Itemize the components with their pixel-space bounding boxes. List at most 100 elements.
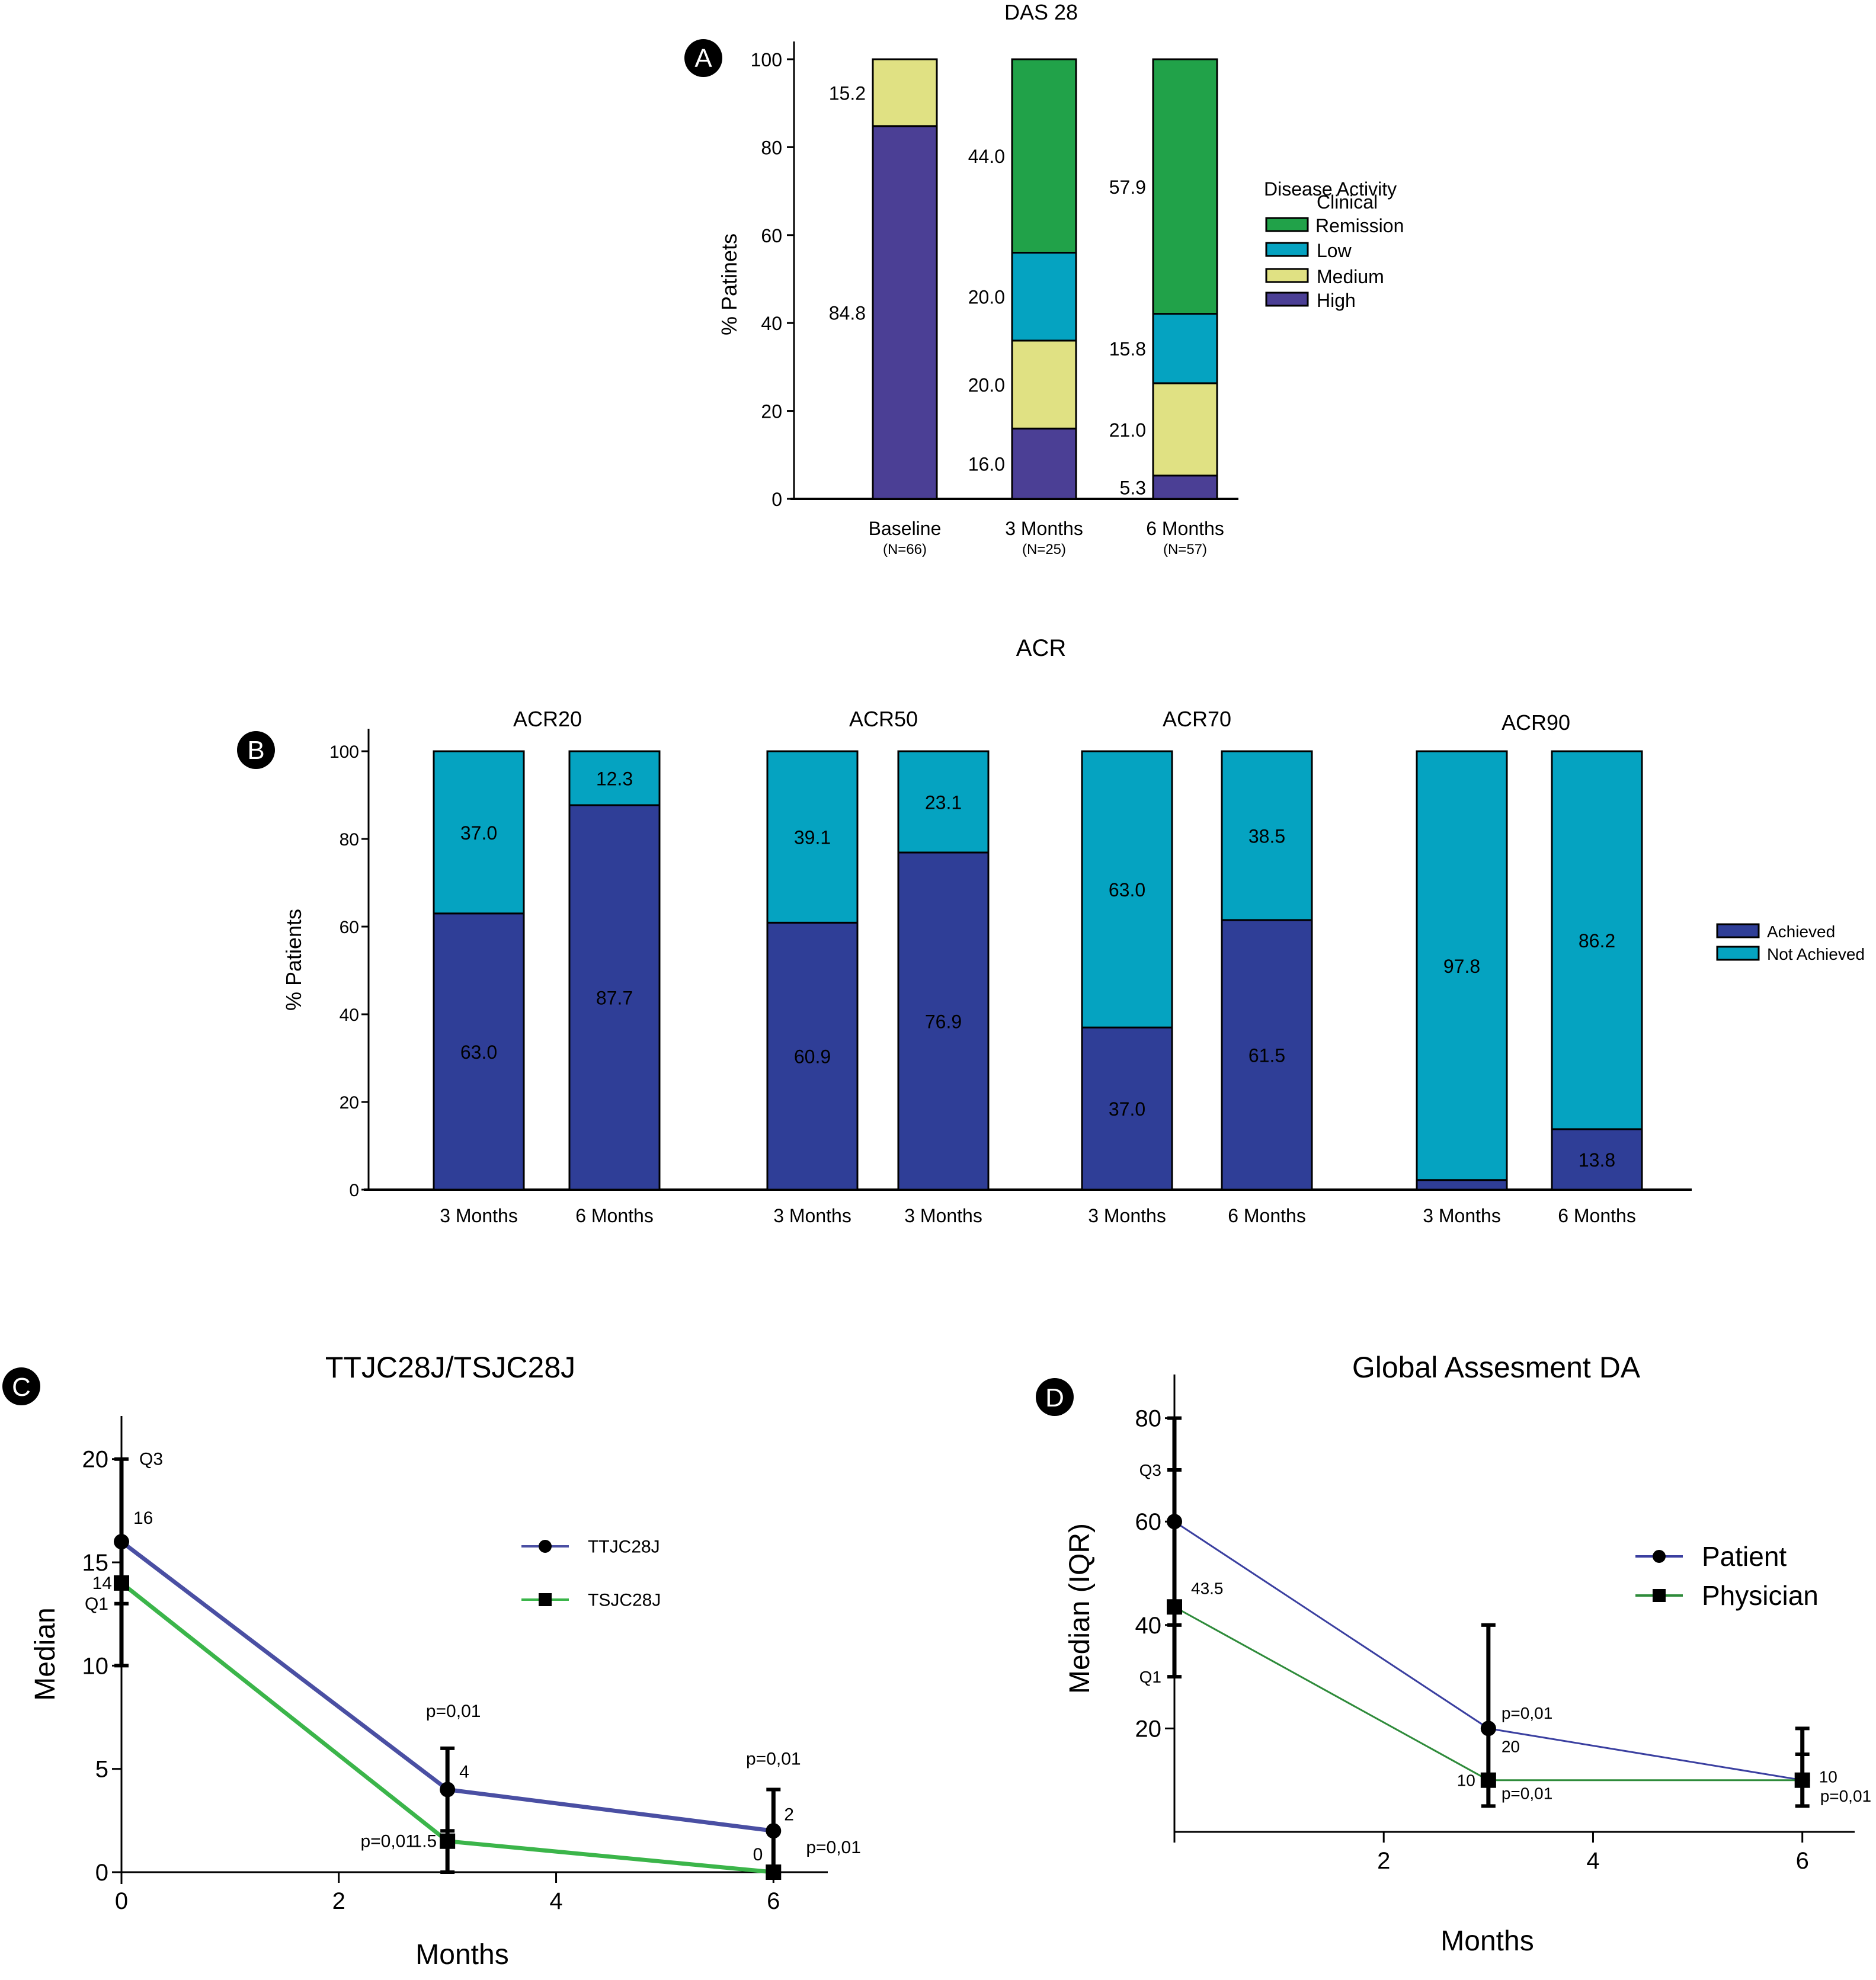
x-tick-label: Baseline <box>869 518 942 539</box>
bar-segment-high <box>1152 475 1218 500</box>
y-tick-label: 40 <box>340 1005 359 1025</box>
data-label: 20 <box>1502 1737 1520 1755</box>
plot-area: 0 5 10 15 20 0 2 4 6 16 4 2 14 1.5 0 Q3 Q1 p=0,01 p=0,01 p=… <box>82 1416 861 1914</box>
data-label: 63.0 <box>1109 879 1145 901</box>
panel-badge-letter: B <box>247 736 264 765</box>
legend: TTJC28J TSJC28J <box>521 1537 661 1610</box>
x-tick-label: 0 <box>115 1888 128 1914</box>
plot-area: 20 40 60 80 2 4 6 20 43.5 10 10 Q3 Q1 p=0,01 p=0,01 p=0… <box>1135 1375 1871 1874</box>
legend-label: Clinical <box>1317 191 1378 213</box>
data-label: 15.2 <box>829 82 866 104</box>
bar-segment-not-achieved <box>1081 750 1173 1029</box>
data-point-physician <box>1167 1599 1182 1615</box>
annotation: Q3 <box>1139 1461 1161 1479</box>
y-tick-label: 80 <box>1135 1406 1162 1432</box>
x-tick-label: 2 <box>1377 1848 1390 1874</box>
data-point-patient <box>1167 1514 1182 1530</box>
data-label: 15.8 <box>1109 338 1146 360</box>
x-axis-label: Months <box>415 1939 508 1971</box>
annotation: Q1 <box>85 1594 108 1614</box>
data-label: 1.5 <box>412 1832 437 1851</box>
data-point-tsjc28j <box>766 1864 782 1880</box>
data-point-ttjc28j <box>440 1782 456 1798</box>
annotation: p=0,01 <box>746 1749 801 1768</box>
data-label: 21.0 <box>1109 419 1146 441</box>
legend-label: Medium <box>1317 266 1384 287</box>
data-label: 97.8 <box>1443 956 1480 977</box>
legend-label: TTJC28J <box>588 1537 660 1557</box>
panel-badge: B <box>237 731 275 769</box>
x-tick-label: 4 <box>549 1888 562 1914</box>
legend-label: Not Achieved <box>1767 945 1865 963</box>
panel-b-acr-chart: ACR B % Patients 0 20 40 60 80 100 ACR20 63.0 3… <box>237 635 1865 1226</box>
panel-badge: A <box>684 39 722 77</box>
y-tick-label: 20 <box>1135 1716 1162 1742</box>
data-label: 76.9 <box>925 1011 962 1032</box>
legend-swatch <box>1716 946 1760 961</box>
bar-segment-not-achieved <box>897 750 990 854</box>
bar-segment-medium <box>1152 382 1218 477</box>
y-axis-label: Median (IQR) <box>1064 1523 1096 1694</box>
legend-label: Achieved <box>1767 922 1835 941</box>
x-tick-label: 2 <box>332 1888 345 1914</box>
bar-segment-achieved <box>1081 1026 1173 1191</box>
data-label: 14 <box>92 1574 112 1593</box>
annotation: p=0,01 <box>360 1832 415 1851</box>
x-tick-label: 6 Months <box>575 1205 654 1226</box>
panel-badge-letter: C <box>12 1373 31 1402</box>
annotation: p=0,01 <box>426 1702 481 1721</box>
data-label: 37.0 <box>1109 1098 1145 1120</box>
bar-segment-low <box>1152 313 1218 385</box>
bar-segment-high <box>872 125 938 500</box>
x-tick-label: 4 <box>1586 1848 1599 1874</box>
x-tick-sublabel: (N=66) <box>883 542 927 558</box>
x-tick-label: 3 Months <box>904 1205 982 1226</box>
data-label: 10 <box>1819 1768 1837 1786</box>
panel-a-das28-chart: DAS 28 A % Patinets 0 20 40 60 80 100 84.8 15.… <box>684 0 1404 558</box>
chart-title: TTJC28J/TSJC28J <box>325 1351 575 1384</box>
x-tick-label: 3 Months <box>1005 518 1083 539</box>
data-point-tsjc28j <box>114 1575 129 1591</box>
legend-marker-square <box>1653 1589 1666 1602</box>
y-tick-label: 60 <box>340 918 359 937</box>
group-title: ACR20 <box>513 707 582 731</box>
bar-segment-low <box>1011 251 1077 342</box>
bars: ACR20 63.0 37.0 3 Months 87.7 12.3 6 Months ACR… <box>433 707 1643 1226</box>
y-tick-label: 0 <box>771 489 782 510</box>
y-axis-label: Median <box>30 1607 61 1700</box>
legend-label: Low <box>1317 240 1352 261</box>
y-axis-label: % Patinets <box>717 233 741 335</box>
y-tick-label: 40 <box>1135 1613 1162 1639</box>
y-tick-label: 100 <box>329 742 359 762</box>
y-tick-label: 20 <box>82 1447 109 1473</box>
x-tick-label: 3 Months <box>773 1205 851 1226</box>
data-label: 87.7 <box>596 988 633 1009</box>
bar-segment-clinical-remission <box>1011 58 1077 254</box>
y-tick-label: 0 <box>95 1860 108 1886</box>
bar-segment-achieved <box>1221 919 1313 1191</box>
legend-label: Physician <box>1702 1580 1819 1611</box>
panel-d-global-assessment-chart: Global Assesment DA D Median (IQR) Month… <box>1036 1351 1871 1957</box>
data-label: 57.9 <box>1109 177 1146 198</box>
legend-title: Disease Activity <box>1264 178 1397 200</box>
y-tick-label: 80 <box>761 137 782 158</box>
data-label: 44.0 <box>968 146 1005 167</box>
bar-segment-clinical-remission <box>1152 58 1218 315</box>
bar-segment-not-achieved <box>1221 750 1313 921</box>
bar-segment-achieved <box>1416 1179 1508 1191</box>
x-tick-label: 6 Months <box>1146 518 1224 539</box>
bar-segment-not-achieved <box>433 750 525 915</box>
chart-title: Global Assesment DA <box>1352 1351 1641 1384</box>
bar-segment-achieved <box>1551 1128 1643 1191</box>
data-label: 86.2 <box>1579 930 1615 951</box>
legend-marker-circle <box>1653 1550 1666 1563</box>
annotation: p=0,01 <box>1820 1787 1871 1805</box>
legend-swatch <box>1265 268 1309 283</box>
y-tick-label: 60 <box>1135 1509 1162 1535</box>
legend-label: TSJC28J <box>588 1591 661 1610</box>
x-tick-label: 3 Months <box>1088 1205 1166 1226</box>
bar-segment-high <box>1011 427 1077 500</box>
panel-c-joint-count-chart: TTJC28J/TSJC28J C Median Months 05101520… <box>2 1351 861 1971</box>
x-tick-label: 6 <box>1796 1848 1809 1874</box>
bar-segment-achieved <box>433 912 525 1191</box>
